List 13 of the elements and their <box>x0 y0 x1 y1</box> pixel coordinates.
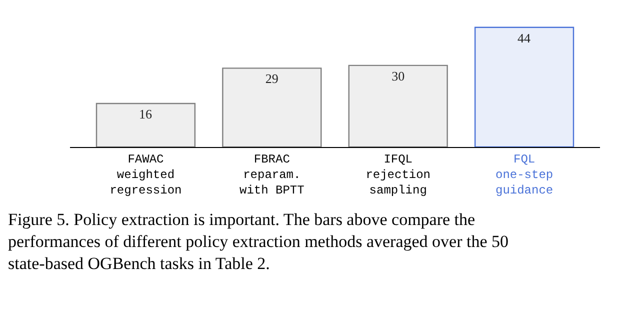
data-label: 16 <box>138 106 152 122</box>
data-label: 29 <box>265 71 278 86</box>
x-tick-label: FBRAC reparam. with BPTT <box>239 152 304 198</box>
caption: Figure 5. Policy extraction is important. The bars above compare the performances of different policy extraction methods averaged over the 50 state-based OGBench tasks in Table 2. <box>8 210 509 274</box>
data-label: 30 <box>392 68 405 84</box>
bar <box>348 64 448 147</box>
data-label: 44 <box>518 30 532 46</box>
bar <box>96 102 196 147</box>
x-tick-label: IFQL rejection sampling <box>366 152 431 198</box>
x-tick-label: FAWAC weighted regression <box>110 152 182 198</box>
bar <box>474 26 574 147</box>
x-tick-label: FQL one-step guidance <box>495 152 554 198</box>
bar <box>222 68 322 147</box>
